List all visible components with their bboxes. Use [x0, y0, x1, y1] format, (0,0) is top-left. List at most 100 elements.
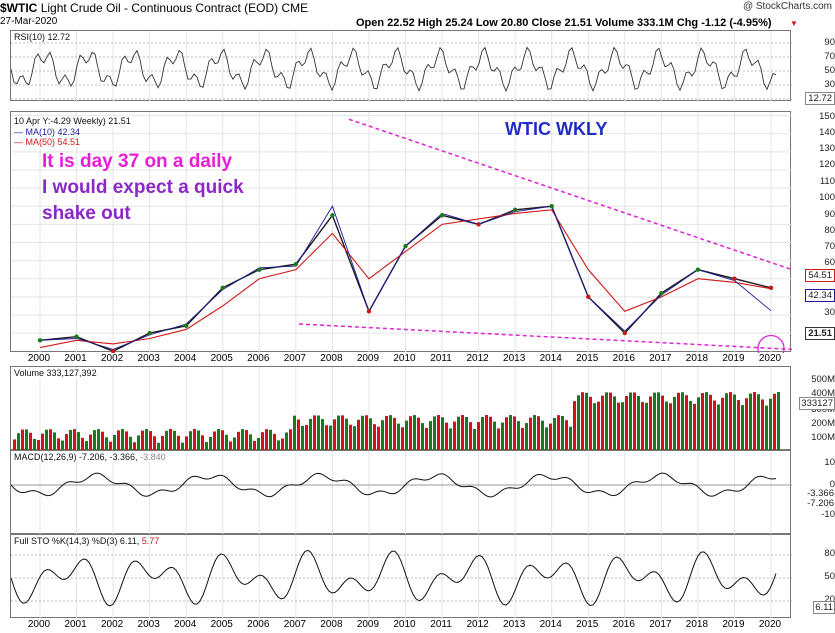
volume-bar — [565, 420, 568, 451]
volume-tick: 100M — [811, 432, 835, 443]
volume-bar — [505, 417, 508, 451]
volume-bar — [369, 418, 372, 451]
year-tick-label: 2001 — [64, 353, 87, 364]
year-tick-label: 2014 — [539, 619, 562, 630]
volume-bar — [553, 417, 556, 451]
sto-scale: 80 50 20 6.11 — [791, 534, 835, 618]
volume-bar — [469, 422, 472, 451]
sto-tick: 80 — [824, 548, 835, 559]
volume-bar — [73, 429, 76, 451]
volume-bar — [525, 423, 528, 451]
volume-bar — [61, 440, 64, 451]
chart-title: WTIC WKLY — [505, 119, 608, 139]
volume-bar — [41, 433, 44, 451]
volume-bar — [165, 430, 168, 451]
volume-bar — [549, 423, 552, 451]
sto-tick: 20 — [824, 594, 835, 605]
volume-bar — [629, 392, 632, 451]
volume-bar — [137, 435, 140, 451]
price-point — [220, 285, 225, 290]
year-tick-label: 2012 — [466, 353, 489, 364]
year-tick-label: 2015 — [576, 353, 599, 364]
volume-bar — [389, 415, 392, 451]
volume-bar — [105, 437, 108, 451]
volume-bar — [229, 441, 232, 451]
volume-bar — [33, 438, 36, 451]
volume-bar — [509, 415, 512, 451]
volume-bar — [517, 421, 520, 451]
volume-plot — [13, 367, 780, 451]
volume-bar — [373, 424, 376, 451]
sto-badge: 6.11 — [813, 601, 835, 614]
volume-bar — [601, 395, 604, 451]
volume-bar — [129, 436, 132, 451]
year-tick-label: 2005 — [210, 619, 233, 630]
volume-bar — [533, 415, 536, 451]
volume-bar — [437, 415, 440, 451]
volume-bar — [153, 436, 156, 451]
volume-bar — [721, 397, 724, 451]
price-tick: 100 — [819, 192, 835, 203]
volume-bar — [773, 393, 776, 451]
year-tick-label: 2000 — [27, 619, 51, 630]
volume-bar — [749, 393, 752, 451]
price-tick: 70 — [824, 241, 835, 252]
volume-bar — [413, 415, 416, 451]
year-tick-label: 2013 — [503, 619, 526, 630]
volume-bar — [577, 395, 580, 451]
volume-bar — [593, 403, 596, 451]
symbol-title: $WTIC Light Crude Oil - Continuous Contr… — [0, 1, 308, 15]
volume-scale: 500M 400M 300M 200M 100M 333127 — [791, 366, 835, 450]
volume-bar — [689, 401, 692, 451]
price-point — [586, 294, 591, 300]
volume-bar — [645, 402, 648, 451]
price-point — [366, 309, 372, 314]
macd-badge: -7.206 — [806, 498, 835, 509]
volume-bar — [29, 432, 32, 451]
price-point — [257, 267, 262, 272]
volume-bar — [713, 400, 716, 451]
year-tick-label: 2020 — [758, 619, 782, 630]
year-tick-label: 2006 — [247, 353, 270, 364]
volume-bar — [205, 442, 208, 451]
volume-bar — [149, 431, 152, 451]
volume-bar — [489, 416, 492, 451]
price-point — [184, 323, 189, 329]
volume-bar — [449, 428, 452, 451]
year-tick-label: 2019 — [722, 619, 745, 630]
volume-bar — [605, 392, 608, 451]
year-tick-label: 2008 — [320, 353, 343, 364]
volume-bar — [745, 398, 748, 451]
volume-bar — [289, 429, 292, 451]
volume-bar — [345, 418, 348, 451]
volume-bar — [121, 429, 124, 451]
volume-bar — [769, 398, 772, 451]
year-tick-label: 2013 — [503, 353, 526, 364]
volume-bar — [321, 419, 324, 451]
volume-bar — [457, 416, 460, 451]
rsi-line — [11, 46, 777, 93]
price-point — [293, 262, 299, 267]
volume-bar — [633, 392, 636, 451]
volume-bar — [637, 395, 640, 451]
volume-bar — [697, 397, 700, 451]
year-tick-label: 2003 — [137, 353, 160, 364]
year-tick-label: 2003 — [137, 619, 160, 630]
volume-tick: 200M — [811, 418, 835, 429]
volume-bar — [653, 392, 656, 451]
macd-tick: -10 — [821, 509, 835, 520]
year-tick-label: 2017 — [649, 619, 672, 630]
volume-bar — [397, 423, 400, 451]
volume-bar — [209, 436, 212, 451]
price-panel: 10 Apr Y:-4.29 Weekly) 21.51 — MA(10) 42… — [10, 111, 792, 353]
volume-bar — [65, 434, 68, 451]
rsi-label: RSI(10) 12.72 — [14, 32, 71, 42]
upper-trendline — [348, 118, 792, 271]
year-tick-label: 2011 — [430, 353, 452, 364]
volume-bar — [13, 439, 16, 451]
volume-bar — [429, 421, 432, 451]
year-tick-label: 2002 — [100, 619, 124, 630]
sto-k-line — [11, 549, 777, 607]
price-tick: 60 — [824, 257, 835, 268]
volume-bar — [421, 423, 424, 451]
